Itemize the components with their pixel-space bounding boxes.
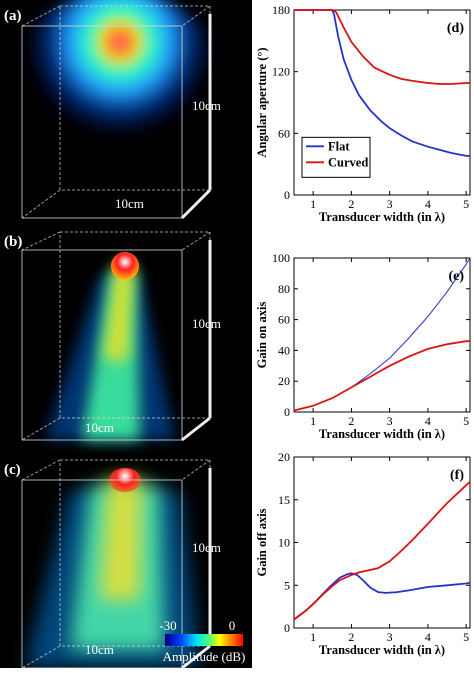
y-tick-label: 20 bbox=[278, 450, 290, 464]
x-tick-label: 2 bbox=[348, 630, 354, 644]
y-tick-label: 0 bbox=[284, 621, 290, 635]
y-tick-label: 0 bbox=[284, 405, 290, 419]
box-depth-edge bbox=[181, 459, 211, 481]
y-axis-label: Gain on axis bbox=[255, 302, 269, 369]
y-tick-label: 15 bbox=[278, 493, 290, 507]
y-tick-label: 40 bbox=[278, 343, 290, 357]
y-tick-label: 0 bbox=[284, 188, 290, 202]
x-tick-label: 3 bbox=[387, 197, 393, 211]
x-axis-label: Transducer width (in λ) bbox=[319, 210, 445, 224]
colorbar-min-label: -30 bbox=[159, 618, 176, 633]
y-tick-label: 100 bbox=[272, 251, 290, 265]
y-tick-label: 10 bbox=[278, 536, 290, 550]
beam-b-focus bbox=[111, 252, 139, 280]
y-tick-label: 180 bbox=[272, 3, 290, 17]
line-charts: 1 2 3 4 5 0 60 120 180 Transducer width (in λ) Ang… bbox=[252, 0, 474, 668]
box-side-edge-bottom bbox=[180, 188, 212, 220]
x-axis-label: Transducer width (in λ) bbox=[319, 643, 445, 657]
chart-d: 1 2 3 4 5 0 60 120 180 Transducer width (in λ) Ang… bbox=[255, 3, 471, 224]
x-tick-label: 5 bbox=[463, 197, 469, 211]
y-tick-label: 120 bbox=[272, 65, 290, 79]
box-depth-edge bbox=[21, 645, 61, 669]
box-depth-edge bbox=[181, 231, 211, 251]
box-side-edge-bottom bbox=[181, 644, 211, 670]
chart-e: 1 2 3 4 5 0 20 40 60 80 100 Transducer width (in λ)… bbox=[255, 251, 471, 441]
y-tick-label: 5 bbox=[284, 578, 290, 592]
beam-a bbox=[18, 0, 218, 150]
box-side-edge-bottom bbox=[181, 416, 211, 442]
x-tick-label: 3 bbox=[387, 414, 393, 428]
box-depth-edge bbox=[21, 231, 61, 251]
x-tick-label: 2 bbox=[348, 197, 354, 211]
width-label: 10cm bbox=[85, 420, 114, 435]
depth-label: 10cm bbox=[192, 540, 221, 555]
y-tick-label: 80 bbox=[278, 282, 290, 296]
y-tick-label: 20 bbox=[278, 374, 290, 388]
volume-renderings: (a) 10cm 10cm (b) 10cm 10cm (c) 10cm 10cm -30 0 Amp… bbox=[0, 0, 252, 670]
box-depth-edge bbox=[21, 5, 61, 27]
panel-label: (b) bbox=[4, 234, 22, 250]
panel-label: (a) bbox=[4, 8, 22, 24]
x-tick-label: 1 bbox=[310, 197, 316, 211]
volume-box-0 bbox=[21, 5, 212, 220]
volume-box-1 bbox=[21, 231, 212, 442]
series-line-curved bbox=[294, 9, 470, 85]
y-tick-label: 60 bbox=[278, 126, 290, 140]
y-axis-label: Gain off axis bbox=[255, 508, 269, 576]
x-tick-label: 1 bbox=[310, 630, 316, 644]
plot-frame bbox=[293, 257, 471, 413]
volume-box-2 bbox=[21, 459, 212, 670]
x-tick-label: 3 bbox=[387, 630, 393, 644]
panel-label: (e) bbox=[448, 269, 464, 284]
panel-label: (d) bbox=[447, 21, 464, 36]
beam-c-core bbox=[100, 478, 142, 600]
width-label: 10cm bbox=[115, 196, 144, 211]
depth-label: 10cm bbox=[192, 98, 221, 113]
x-axis-label: Transducer width (in λ) bbox=[319, 427, 445, 441]
colorbar-title: Amplitude (dB) bbox=[163, 649, 246, 664]
series-line-1 bbox=[293, 481, 471, 621]
volume-rendering-svg: (a) 10cm 10cm (b) 10cm 10cm (c) 10cm 10cm -30 0 Amp… bbox=[4, 0, 246, 670]
x-tick-label: 1 bbox=[310, 414, 316, 428]
y-axis-label: Angular aperture (°) bbox=[255, 47, 269, 157]
x-tick-label: 2 bbox=[348, 414, 354, 428]
beam-b-core bbox=[104, 262, 134, 360]
series-line-flat bbox=[294, 9, 470, 157]
box-depth-edge bbox=[21, 417, 61, 441]
plot-frame bbox=[293, 9, 471, 196]
x-tick-label: 5 bbox=[463, 414, 469, 428]
chart-f: 1 2 3 4 5 0 5 10 15 20 Transducer width (in λ) Gain… bbox=[255, 450, 471, 657]
colorbar bbox=[165, 634, 243, 646]
box-depth-edge bbox=[21, 189, 61, 219]
box-depth-edge bbox=[181, 5, 211, 27]
x-tick-label: 4 bbox=[425, 414, 431, 428]
y-tick-label: 60 bbox=[278, 313, 290, 327]
panel-label: (c) bbox=[4, 462, 21, 478]
depth-label: 10cm bbox=[192, 316, 221, 331]
x-tick-label: 4 bbox=[425, 630, 431, 644]
series-line-1 bbox=[293, 340, 470, 412]
plot-frame bbox=[293, 456, 471, 629]
legend-box bbox=[301, 136, 371, 178]
colorbar-max-label: 0 bbox=[229, 618, 236, 633]
width-label: 10cm bbox=[85, 642, 114, 657]
legend-entry: Curved bbox=[328, 155, 368, 169]
legend-entry: Flat bbox=[328, 139, 350, 153]
series-line-0 bbox=[293, 257, 471, 411]
panel-label: (f) bbox=[450, 468, 464, 483]
box-depth-edge bbox=[21, 459, 61, 481]
x-tick-label: 4 bbox=[425, 197, 431, 211]
x-tick-label: 5 bbox=[463, 630, 469, 644]
